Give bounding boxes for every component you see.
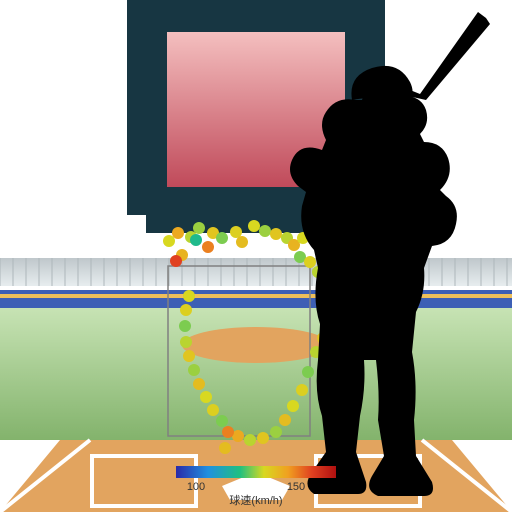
outfield-wall [0,290,512,308]
pitch-dot [248,220,260,232]
pitch-dot [279,414,291,426]
colorbar-tick: 100 [187,481,205,493]
pitch-dot [163,235,175,247]
pitch-dot [202,241,214,253]
pitch-dot [170,255,182,267]
pitch-dot [183,290,195,302]
pitch-dot [207,404,219,416]
pitch-dot [287,400,299,412]
pitch-dot [180,336,192,348]
pitch-dot [270,426,282,438]
pitch-dot [216,232,228,244]
pitch-dot [296,384,308,396]
pitch-dot [216,415,228,427]
speed-colorbar [176,466,336,478]
pitch-dot [257,432,269,444]
pitchers-mound [182,327,330,363]
pitch-dot [304,256,316,268]
wall-stripe [0,294,512,298]
pitch-dot [193,378,205,390]
pitch-dot [190,234,202,246]
pitch-dot [259,225,271,237]
pitch-dot [193,222,205,234]
colorbar-label: 球速(km/h) [229,493,282,507]
pitch-dot [222,426,234,438]
pitch-dot [302,366,314,378]
pitch-dot [179,320,191,332]
pitch-dot [188,364,200,376]
stands [0,258,512,286]
pitch-dot [270,228,282,240]
pitch-dot [183,350,195,362]
pitch-location-chart: 100 150 球速(km/h) [0,0,512,512]
pitch-dot [180,304,192,316]
pitch-dot [236,236,248,248]
pitch-dot [200,391,212,403]
colorbar-tick: 150 [287,481,305,493]
pitch-dot [230,226,242,238]
pitch-dot [219,442,231,454]
pitch-dot [244,434,256,446]
pitch-dot [172,227,184,239]
